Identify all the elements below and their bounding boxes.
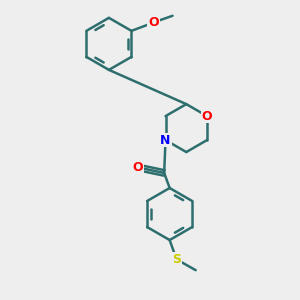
Text: O: O — [133, 161, 143, 174]
Text: N: N — [160, 134, 171, 147]
Text: O: O — [202, 110, 212, 123]
Text: S: S — [172, 253, 181, 266]
Text: O: O — [148, 16, 159, 29]
